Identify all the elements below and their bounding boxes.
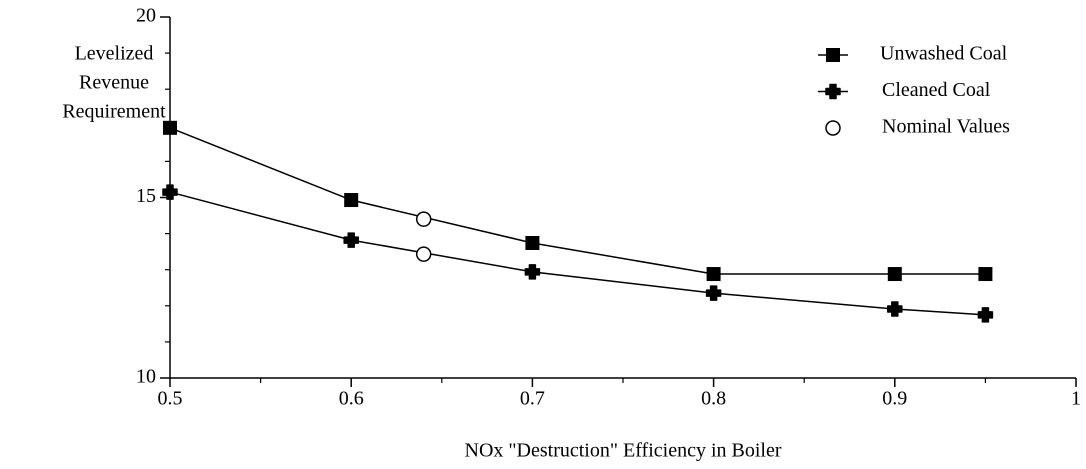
marker — [887, 301, 903, 317]
x-tick-label: 0.9 — [882, 388, 907, 410]
marker — [415, 246, 432, 262]
y-tick-label: 20 — [136, 5, 156, 27]
legend-marker — [825, 120, 841, 136]
legend-marker — [825, 83, 841, 100]
y-axis-label: Requirement — [62, 101, 166, 123]
marker — [343, 232, 359, 248]
x-tick-label: 0.6 — [339, 388, 364, 410]
legend-label: Unwashed Coal — [880, 43, 1008, 65]
marker — [524, 264, 541, 280]
legend-marker — [826, 48, 840, 62]
marker — [705, 285, 722, 301]
x-tick-label: 0.8 — [701, 388, 726, 410]
legend-label: Nominal Values — [882, 116, 1010, 138]
marker — [977, 307, 994, 323]
marker — [887, 267, 902, 282]
x-tick-label: 1 — [1071, 388, 1081, 410]
y-tick-label: 10 — [136, 366, 156, 388]
y-axis-label: Revenue — [79, 72, 149, 94]
series-line — [169, 191, 986, 316]
y-axis-label: Levelized — [75, 43, 154, 65]
y-tick-label: 15 — [136, 185, 156, 207]
x-tick-label: 0.7 — [520, 388, 545, 410]
legend-label: Cleaned Coal — [882, 79, 991, 101]
marker — [415, 211, 432, 227]
series-line — [169, 127, 986, 275]
marker — [163, 120, 177, 135]
marker — [525, 235, 540, 250]
x-axis-label: NOx "Destruction" Efficiency in Boiler — [465, 440, 782, 462]
marker — [162, 184, 178, 200]
x-tick-label: 0.5 — [158, 388, 183, 410]
marker — [978, 267, 993, 282]
marker — [344, 193, 359, 208]
marker — [706, 267, 721, 282]
